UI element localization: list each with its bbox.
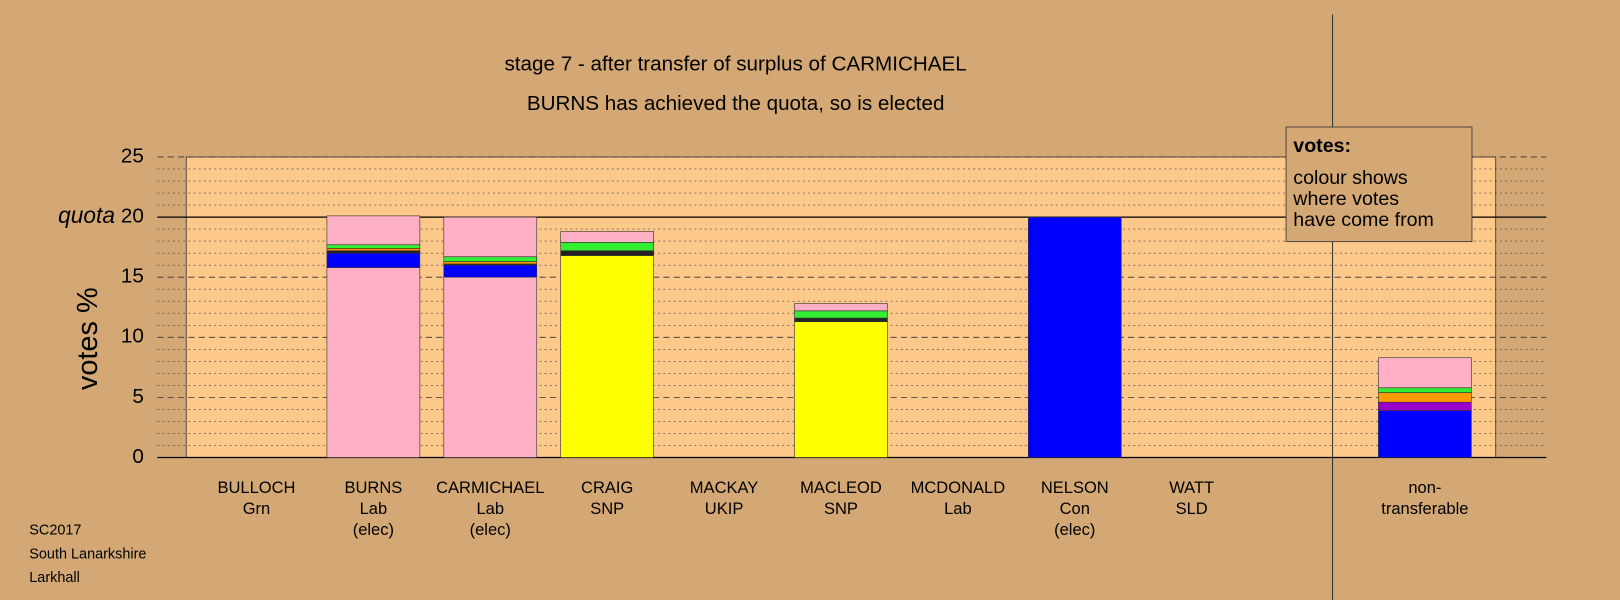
bar-segment [443, 264, 538, 278]
bar-segment [1378, 392, 1472, 403]
quota-label: quota [58, 202, 115, 228]
y-tick-label: 25 [121, 144, 144, 167]
bar-segment [443, 256, 538, 262]
x-tick-label: (elec) [470, 520, 511, 539]
legend-box [1285, 126, 1473, 243]
x-tick-label: BURNS [344, 478, 402, 497]
bar-segment [560, 250, 654, 256]
x-tick-label: BULLOCH [217, 478, 295, 497]
bar-segment [794, 321, 888, 458]
bar-segment [326, 267, 421, 458]
x-tick-label: WATT [1169, 478, 1214, 497]
chart-subtitle: BURNS has achieved the quota, so is elec… [527, 92, 945, 115]
bar-segment [560, 231, 654, 243]
x-tick-label: (elec) [1054, 520, 1095, 539]
bar-segment [326, 248, 421, 252]
x-tick-label: Con [1060, 499, 1090, 518]
x-tick-label: MACKAY [690, 478, 759, 497]
x-tick-label: SNP [824, 499, 858, 518]
bar-segment [1378, 410, 1472, 458]
y-tick-label: 5 [132, 385, 143, 408]
bar-segment [326, 250, 421, 254]
bar-segment [1378, 357, 1472, 389]
bar-segment [560, 255, 654, 458]
legend-text: colour shows [1293, 167, 1408, 189]
bar-segment [443, 261, 538, 265]
bar-segment [794, 303, 888, 312]
y-tick-label: 20 [121, 205, 144, 228]
y-tick-label: 0 [132, 445, 143, 468]
bar-segment [326, 252, 421, 268]
x-tick-label: CARMICHAEL [436, 478, 544, 497]
x-tick-label: Grn [243, 499, 271, 518]
footer-text: South Lanarkshire [29, 546, 146, 562]
bar-segment [443, 216, 538, 258]
legend-text: have come from [1293, 209, 1434, 231]
x-tick-label: SLD [1176, 499, 1208, 518]
x-tick-label: SNP [590, 499, 624, 518]
y-tick-label: 10 [121, 325, 144, 348]
x-tick-label: UKIP [705, 499, 744, 518]
bar-segment [326, 244, 421, 249]
bar-segment [1378, 401, 1472, 411]
x-tick-label: NELSON [1041, 478, 1109, 497]
bar-segment [794, 310, 888, 319]
bar-segment [443, 276, 538, 458]
bar-segment [794, 317, 888, 322]
bar-segment [326, 215, 421, 246]
bar-segment [1028, 216, 1122, 458]
x-tick-label: Lab [360, 499, 388, 518]
y-tick-label: 15 [121, 265, 144, 288]
bar-segment [1378, 387, 1472, 393]
footer-text: SC2017 [29, 523, 81, 539]
chart-title: stage 7 - after transfer of surplus of C… [504, 53, 966, 76]
bar-segment [560, 242, 654, 252]
x-tick-label: (elec) [353, 520, 394, 539]
x-tick-label: MACLEOD [800, 478, 882, 497]
x-tick-label: Lab [944, 499, 972, 518]
y-axis-label: votes % [72, 287, 104, 390]
legend-text: where votes [1292, 188, 1399, 210]
x-tick-label: MCDONALD [911, 478, 1006, 497]
footer-text: Larkhall [29, 570, 80, 586]
legend-title: votes: [1293, 135, 1351, 157]
x-tick-label: transferable [1381, 499, 1468, 518]
x-tick-label: CRAIG [581, 478, 633, 497]
x-tick-label: non- [1408, 478, 1441, 497]
x-tick-label: Lab [476, 499, 504, 518]
